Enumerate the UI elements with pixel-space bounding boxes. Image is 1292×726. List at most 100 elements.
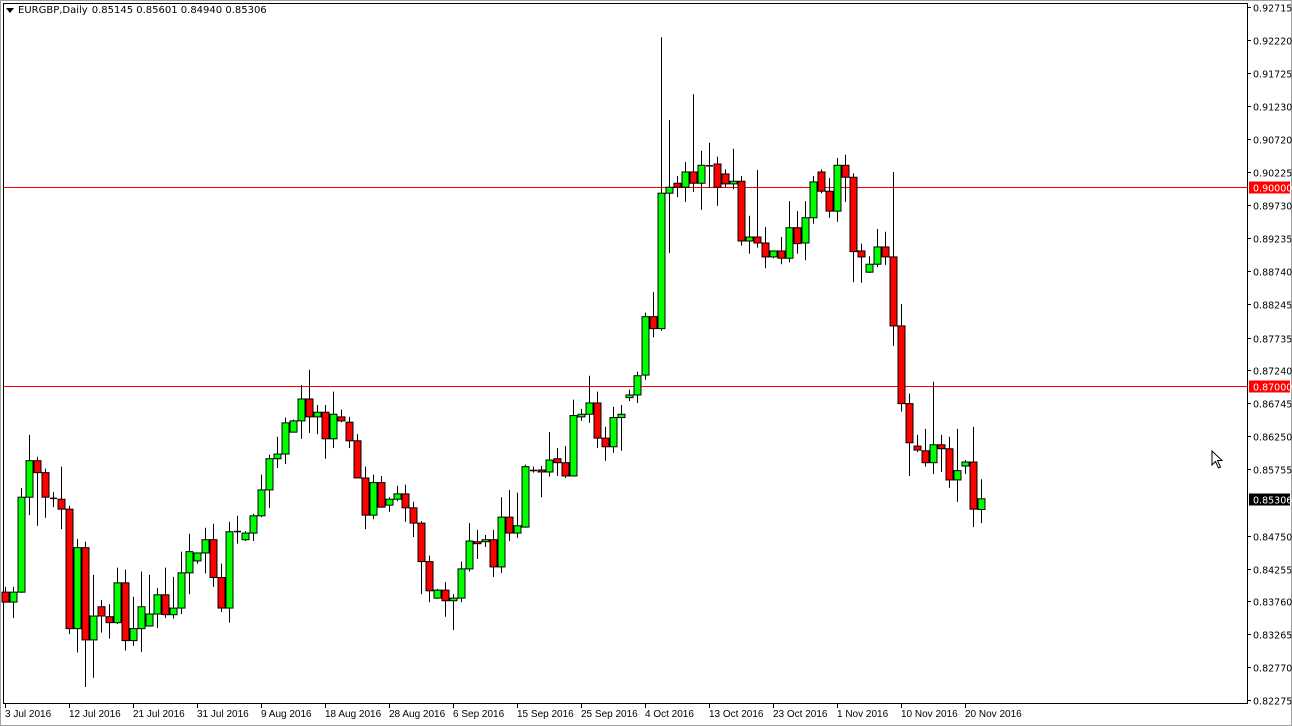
- candle: [273, 436, 282, 469]
- y-tick-label: 0.92715: [1253, 4, 1292, 15]
- candle: [393, 485, 402, 502]
- candle: [969, 426, 978, 528]
- candle: [281, 417, 290, 465]
- candle-body: [793, 227, 802, 245]
- x-tick-label: 20 Nov 2016: [965, 709, 1022, 720]
- candle-body: [73, 547, 82, 630]
- candle: [305, 369, 314, 433]
- y-tick-label: 0.82770: [1253, 664, 1292, 675]
- candle: [121, 569, 130, 651]
- candle-body: [609, 417, 618, 448]
- symbol-label: EURGBP,Daily: [18, 5, 88, 16]
- candle-body: [593, 402, 602, 439]
- candle: [857, 243, 866, 283]
- candle: [649, 292, 658, 338]
- candle: [145, 574, 154, 627]
- candle-body: [489, 539, 498, 568]
- y-tick-label: 0.90225: [1253, 169, 1292, 180]
- candle: [441, 582, 450, 617]
- candle: [609, 406, 618, 453]
- candle: [713, 156, 722, 206]
- candle-body: [537, 469, 546, 473]
- candle: [865, 256, 874, 273]
- candle: [521, 464, 530, 528]
- candle: [897, 304, 906, 412]
- candle: [9, 586, 18, 619]
- y-tick-label: 0.83265: [1253, 631, 1292, 642]
- candle-body: [385, 498, 394, 506]
- candle-body: [865, 263, 874, 273]
- candle: [721, 169, 730, 188]
- candle-body: [121, 582, 130, 642]
- candle: [129, 596, 138, 646]
- candle-body: [729, 180, 738, 185]
- x-tick-label: 3 Jul 2016: [5, 709, 52, 720]
- candle-body: [257, 489, 266, 517]
- candle: [905, 393, 914, 476]
- candle-body: [937, 444, 946, 450]
- dropdown-triangle-icon[interactable]: [6, 8, 14, 13]
- x-tick-label: 13 Oct 2016: [709, 709, 764, 720]
- candle-body: [785, 227, 794, 259]
- candle: [177, 551, 186, 615]
- candle-body: [281, 422, 290, 455]
- candle-body: [561, 462, 570, 477]
- candle: [849, 173, 858, 283]
- candle: [433, 588, 442, 599]
- level-price-tag: [1249, 380, 1290, 393]
- candle: [697, 150, 706, 210]
- candle: [553, 448, 562, 476]
- candle-body: [41, 472, 50, 498]
- candle-body: [17, 496, 26, 593]
- candle: [369, 474, 378, 520]
- candle: [105, 604, 114, 639]
- x-tick-label: 1 Nov 2016: [837, 709, 889, 720]
- candle: [929, 381, 938, 474]
- candle-body: [513, 525, 522, 534]
- candle-body: [433, 589, 442, 599]
- candle-body: [721, 173, 730, 185]
- candle: [297, 385, 306, 439]
- candle: [737, 175, 746, 246]
- candle: [665, 120, 674, 253]
- candle-body: [345, 421, 354, 442]
- candle: [753, 169, 762, 248]
- candle: [65, 505, 74, 634]
- candle-body: [473, 541, 482, 545]
- candle-body: [393, 493, 402, 500]
- candle-body: [185, 551, 194, 574]
- candle-body: [857, 250, 866, 258]
- candle: [417, 521, 426, 595]
- candle: [425, 555, 434, 603]
- candle-body: [545, 459, 554, 473]
- candle: [377, 475, 386, 508]
- candle: [457, 561, 466, 603]
- x-tick-label: 9 Aug 2016: [261, 709, 312, 720]
- x-tick-label: 25 Sep 2016: [581, 709, 638, 720]
- candle-body: [57, 498, 66, 510]
- candle-body: [33, 460, 42, 474]
- candle: [953, 428, 962, 502]
- candle-body: [969, 461, 978, 510]
- current-price-tag: [1249, 493, 1290, 506]
- candle: [537, 466, 546, 498]
- x-tick-label: 15 Sep 2016: [517, 709, 574, 720]
- candle-body: [337, 416, 346, 422]
- candle-body: [825, 190, 834, 212]
- candle-body: [177, 572, 186, 609]
- candle-body: [681, 171, 690, 188]
- y-tick-label: 0.85755: [1253, 466, 1292, 477]
- candle-body: [913, 445, 922, 451]
- candle: [57, 466, 66, 530]
- candle: [241, 531, 250, 542]
- candle-body: [89, 615, 98, 641]
- candle-body: [777, 250, 786, 259]
- candle-body: [769, 250, 778, 258]
- candle-body: [377, 482, 386, 508]
- candle: [137, 571, 146, 652]
- candle-body: [9, 591, 18, 603]
- candle-body: [265, 458, 274, 491]
- candle-body: [353, 440, 362, 479]
- candle: [234, 515, 241, 544]
